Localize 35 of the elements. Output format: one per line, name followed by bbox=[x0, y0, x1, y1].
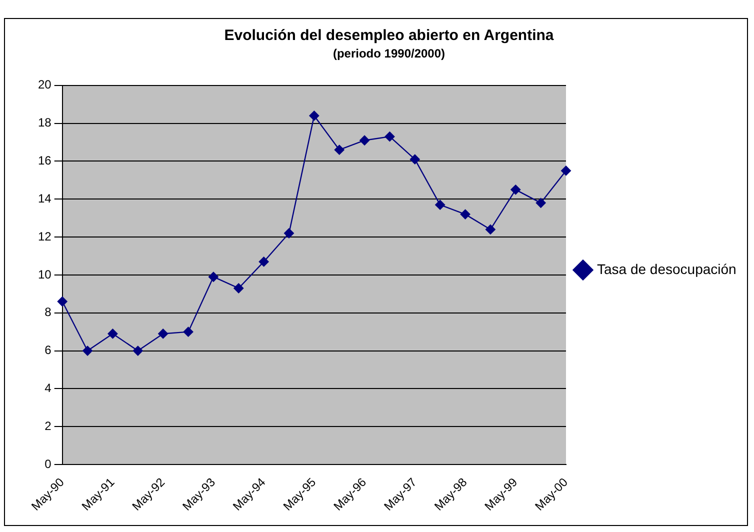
y-tick-label: 2 bbox=[44, 418, 52, 433]
point bbox=[258, 256, 269, 267]
point bbox=[510, 184, 521, 195]
point bbox=[82, 346, 93, 356]
point bbox=[435, 200, 446, 210]
point bbox=[57, 296, 68, 306]
point bbox=[561, 166, 571, 176]
y-tick-label: 6 bbox=[44, 343, 52, 358]
y-tick-label: 16 bbox=[38, 154, 52, 168]
y-tick-label: 4 bbox=[44, 381, 52, 396]
point bbox=[284, 228, 294, 238]
y-tick-label: 12 bbox=[38, 229, 52, 244]
point bbox=[384, 132, 395, 142]
legend-label: Tasa de desocupación bbox=[597, 260, 736, 277]
point bbox=[234, 283, 244, 294]
point bbox=[183, 326, 194, 337]
y-tick-label: 10 bbox=[38, 267, 52, 282]
point bbox=[536, 198, 546, 208]
point bbox=[158, 328, 168, 339]
point bbox=[208, 272, 218, 282]
point bbox=[309, 110, 320, 121]
y-tick-label: 18 bbox=[38, 116, 52, 130]
y-tick-label: 14 bbox=[38, 191, 52, 206]
point bbox=[334, 144, 344, 155]
point bbox=[360, 135, 370, 146]
point bbox=[132, 346, 143, 356]
point bbox=[108, 328, 118, 339]
chart-title: Evolución del desempleo abierto en Argentina bbox=[224, 27, 554, 44]
y-tick-label: 20 bbox=[38, 78, 52, 92]
point bbox=[410, 154, 420, 164]
chart-subtitle: (periodo 1990/2000) bbox=[332, 46, 446, 61]
y-tick-label: 8 bbox=[44, 305, 52, 320]
point bbox=[485, 224, 496, 234]
y-tick-label: 0 bbox=[44, 456, 52, 471]
point bbox=[460, 209, 470, 220]
